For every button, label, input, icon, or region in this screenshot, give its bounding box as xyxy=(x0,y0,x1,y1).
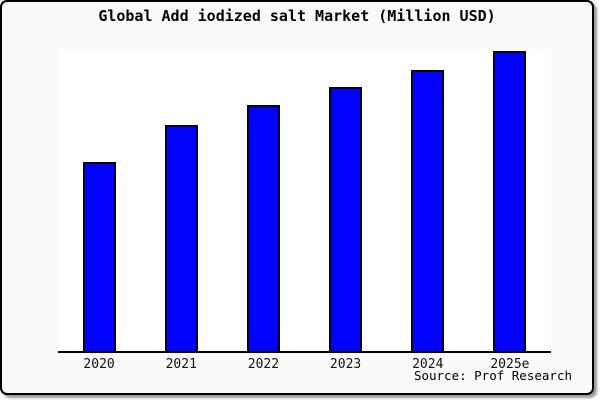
bar-2025e xyxy=(493,51,527,351)
x-tick-label-2023: 2023 xyxy=(329,357,362,372)
x-axis-labels: 2020 2021 2022 2023 2024 2025e xyxy=(58,357,551,373)
bar-2024 xyxy=(411,70,445,351)
chart-figure: Global Add iodized salt Market (Million … xyxy=(0,0,594,395)
bar-2022 xyxy=(246,105,280,351)
source-note: Source: Prof Research xyxy=(413,368,572,383)
chart-title: Global Add iodized salt Market (Million … xyxy=(98,7,496,25)
x-tick-label-2022: 2022 xyxy=(247,357,280,372)
x-tick-label-2025e: 2025e xyxy=(490,357,530,372)
plot-area xyxy=(58,49,551,353)
bar-2023 xyxy=(329,87,363,351)
bar-2021 xyxy=(164,125,198,351)
x-tick-label-2021: 2021 xyxy=(165,357,197,372)
x-tick-label-2020: 2020 xyxy=(83,357,115,372)
bar-2020 xyxy=(82,162,116,351)
x-tick-label-2024: 2024 xyxy=(412,357,444,372)
